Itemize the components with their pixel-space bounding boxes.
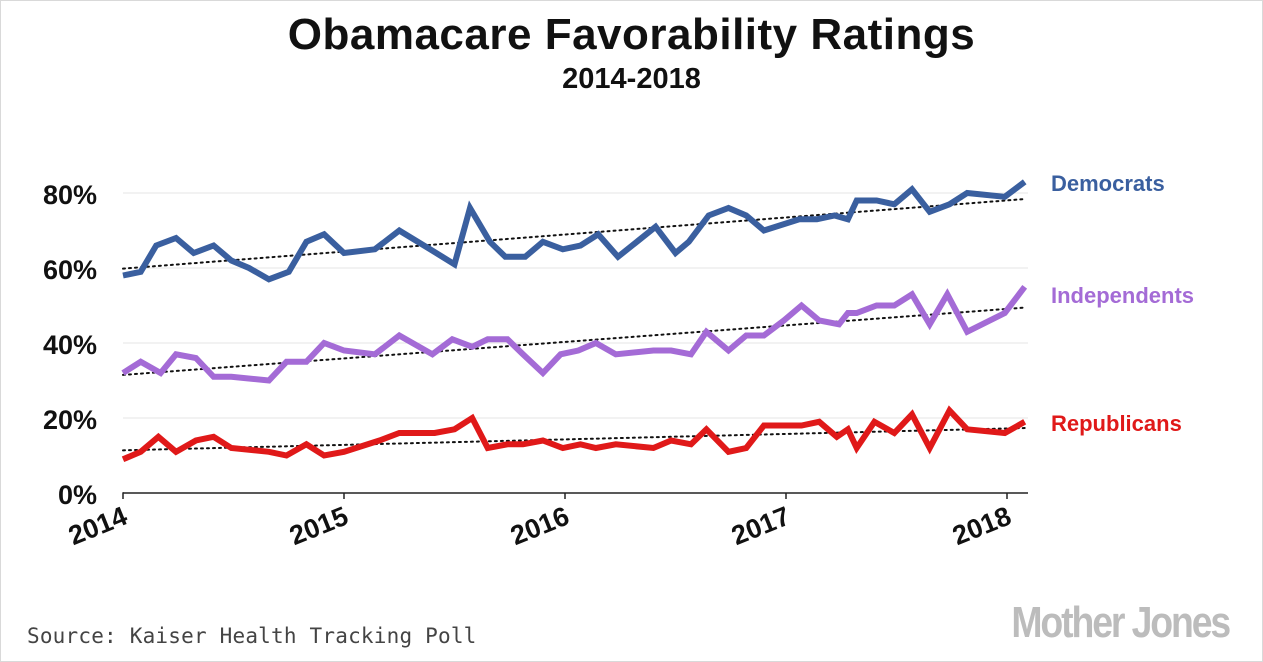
series-label-independents: Independents [1051, 283, 1194, 308]
series-line-democrats [122, 179, 1027, 283]
y-tick-label: 60% [43, 255, 97, 285]
y-tick-label: 80% [43, 180, 97, 210]
x-tick-label: 2015 [285, 501, 352, 551]
x-tick-label: 2017 [727, 501, 794, 551]
series-lines [121, 179, 1028, 463]
x-tick-label: 2016 [506, 501, 573, 551]
trendlines [122, 198, 1026, 452]
chart-subtitle: 2014-2018 [562, 63, 701, 95]
gridlines [123, 192, 1028, 419]
y-tick-label: 20% [43, 405, 97, 435]
trendline-republicans [122, 427, 1026, 452]
x-axis: 2014 2015 2016 2017 2018 [64, 492, 1028, 551]
y-axis-ticks: 0% 20% 40% 60% 80% [43, 180, 97, 510]
series-line-independents [121, 284, 1028, 384]
series-labels: Democrats Independents Republicans [1051, 171, 1194, 436]
source-note: Source: Kaiser Health Tracking Poll [27, 624, 477, 648]
series-label-democrats: Democrats [1051, 171, 1165, 196]
trendline-democrats [122, 198, 1026, 270]
series-label-republicans: Republicans [1051, 411, 1182, 436]
y-tick-label: 0% [58, 480, 97, 510]
y-tick-label: 40% [43, 330, 97, 360]
x-tick-label: 2018 [948, 501, 1015, 551]
trendline-independents [122, 306, 1026, 376]
chart-title: Obamacare Favorability Ratings [287, 10, 976, 59]
mother-jones-logo: Mother Jones [1011, 598, 1231, 647]
